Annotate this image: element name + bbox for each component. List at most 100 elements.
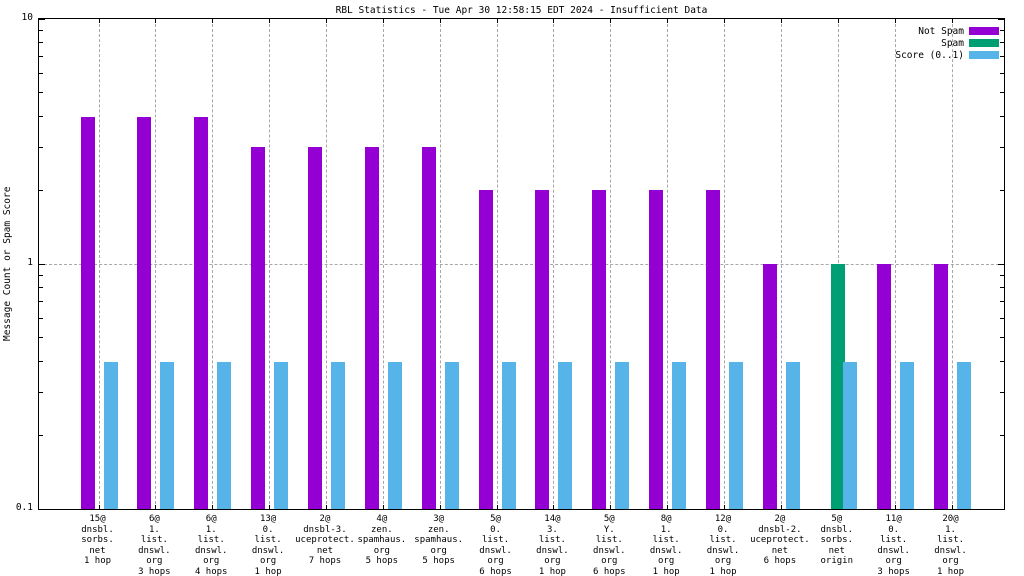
bar-score-0-1 (217, 361, 232, 509)
y-minor-tick-left (39, 287, 43, 289)
bar-score-0-1 (274, 361, 289, 509)
y-minor-tick-right (1000, 337, 1004, 339)
x-tick-top (667, 19, 669, 23)
x-tick-top (382, 19, 384, 23)
y-tick-label: 0.1 (15, 502, 33, 513)
y-minor-tick-left (39, 56, 43, 58)
bar-not-spam (762, 264, 777, 509)
bar-score-0-1 (501, 361, 516, 509)
bar-not-spam (706, 190, 721, 509)
legend-item: Score (0..1) (895, 49, 999, 61)
y-minor-tick-left (39, 92, 43, 94)
y-tick-label: 1 (27, 257, 33, 268)
y-minor-tick-right (1000, 42, 1004, 44)
x-tick-top (155, 19, 157, 23)
y-minor-tick-right (1000, 360, 1004, 362)
bar-score-0-1 (444, 361, 459, 509)
x-tick-bottom (382, 505, 384, 509)
y-minor-tick-right (1000, 434, 1004, 436)
bar-score-0-1 (729, 361, 744, 509)
y-major-tick-right (998, 18, 1004, 20)
bar-not-spam (649, 190, 664, 509)
y-minor-tick-left (39, 391, 43, 393)
y-minor-tick-right (1000, 301, 1004, 303)
x-tick-bottom (553, 505, 555, 509)
x-tick-top (439, 19, 441, 23)
bar-not-spam (80, 116, 95, 509)
x-tick-top (325, 19, 327, 23)
x-tick-label: 20@ 1. list. dnswl. org 1 hop (934, 514, 967, 576)
x-tick-top (724, 19, 726, 23)
x-tick-label: 14@ 3. list. dnswl. org 1 hop (536, 514, 569, 576)
legend-swatch-score-0-1 (969, 51, 999, 59)
x-tick-top (780, 19, 782, 23)
x-tick-label: 5@ 0. list. dnswl. org 6 hops (479, 514, 512, 576)
x-tick-top (951, 19, 953, 23)
y-gridline-1 (39, 264, 1004, 265)
y-minor-tick-left (39, 360, 43, 362)
y-minor-tick-right (1000, 391, 1004, 393)
y-minor-tick-right (1000, 274, 1004, 276)
x-tick-bottom (269, 505, 271, 509)
x-tick-label: 15@ dnsbl. sorbs. net 1 hop (81, 514, 114, 566)
y-major-tick-left (39, 508, 45, 510)
x-tick-label: 2@ dnsbl-2. uceprotect. net 6 hops (750, 514, 810, 566)
x-tick-label: 6@ 1. list. dnswl. org 4 hops (194, 514, 228, 576)
x-tick-bottom (98, 505, 100, 509)
bar-not-spam (421, 147, 436, 509)
legend-item: Not Spam (895, 25, 999, 37)
legend-swatch-spam (969, 39, 999, 47)
x-tick-top (894, 19, 896, 23)
bar-score-0-1 (387, 361, 402, 509)
bar-not-spam (364, 147, 379, 509)
x-tick-bottom (894, 505, 896, 509)
bar-score-0-1 (956, 361, 971, 509)
y-minor-tick-left (39, 42, 43, 44)
x-tick-bottom (439, 505, 441, 509)
legend-label: Spam (941, 37, 964, 49)
y-minor-tick-left (39, 337, 43, 339)
bar-not-spam (933, 264, 948, 509)
x-tick-label: 11@ 0. list. dnswl. org 3 hops (877, 514, 910, 576)
y-major-tick-right (998, 263, 1004, 265)
x-tick-top (837, 19, 839, 23)
bar-not-spam (137, 116, 152, 509)
y-major-tick-left (39, 263, 45, 265)
bar-score-0-1 (672, 361, 687, 509)
x-tick-bottom (610, 505, 612, 509)
bar-not-spam (535, 190, 550, 509)
plot-area: Not Spam Spam Score (0..1) (38, 18, 1005, 510)
y-minor-tick-left (39, 434, 43, 436)
y-minor-tick-right (1000, 189, 1004, 191)
y-tick-label: 10 (21, 12, 33, 23)
bar-score-0-1 (899, 361, 914, 509)
x-tick-top (553, 19, 555, 23)
x-tick-bottom (325, 505, 327, 509)
y-minor-tick-left (39, 115, 43, 117)
bar-score-0-1 (558, 361, 573, 509)
x-tick-label: 2@ dnsbl-3. uceprotect. net 7 hops (295, 514, 355, 566)
y-minor-tick-right (1000, 29, 1004, 31)
x-tick-top (269, 19, 271, 23)
legend: Not Spam Spam Score (0..1) (895, 25, 999, 61)
bar-spam (830, 264, 845, 509)
x-tick-label: 8@ 1. list. dnswl. org 1 hop (649, 514, 683, 576)
x-tick-label: 13@ 0. list. dnswl. org 1 hop (251, 514, 285, 576)
x-tick-bottom (780, 505, 782, 509)
bar-score-0-1 (160, 361, 175, 509)
x-tick-label: 5@ Y. list. dnswl. org 6 hops (593, 514, 626, 576)
bar-not-spam (592, 190, 607, 509)
y-minor-tick-left (39, 301, 43, 303)
x-tick-top (98, 19, 100, 23)
legend-swatch-not-spam (969, 27, 999, 35)
y-minor-tick-right (1000, 317, 1004, 319)
bar-not-spam (478, 190, 493, 509)
bar-score-0-1 (615, 361, 630, 509)
x-tick-bottom (212, 505, 214, 509)
y-minor-tick-right (1000, 287, 1004, 289)
legend-item: Spam (895, 37, 999, 49)
x-tick-top (496, 19, 498, 23)
y-major-tick-right (998, 508, 1004, 510)
y-major-tick-left (39, 18, 45, 20)
